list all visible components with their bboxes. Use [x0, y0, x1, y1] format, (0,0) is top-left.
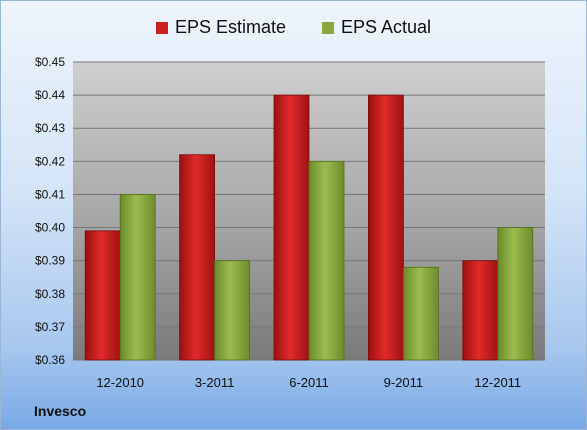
- bar-eps-actual: [119, 194, 156, 361]
- y-tick-label: $0.43: [35, 121, 65, 135]
- bar-eps-estimate: [179, 154, 216, 361]
- legend-swatch-actual: [321, 21, 334, 34]
- x-tick-label: 12-2010: [96, 375, 144, 390]
- y-tick-label: $0.42: [35, 154, 65, 168]
- y-tick-label: $0.41: [35, 187, 65, 201]
- bar-eps-estimate: [273, 94, 310, 361]
- legend-label-estimate: EPS Estimate: [174, 17, 286, 37]
- legend-label-actual: EPS Actual: [340, 17, 432, 37]
- y-tick-label: $0.36: [35, 353, 65, 367]
- legend-item-estimate: EPS Estimate: [155, 17, 286, 38]
- y-tick-label: $0.45: [35, 55, 65, 69]
- bar-eps-estimate: [367, 94, 404, 361]
- bar-eps-actual: [497, 227, 534, 361]
- legend-item-actual: EPS Actual: [321, 17, 432, 38]
- chart-legend: EPS Estimate EPS Actual: [1, 17, 586, 38]
- y-tick-label: $0.44: [35, 88, 65, 102]
- x-tick-label: 3-2011: [195, 375, 235, 390]
- bar-eps-estimate: [462, 260, 499, 361]
- y-tick-label: $0.39: [35, 254, 65, 268]
- x-tick-label: 12-2011: [474, 375, 521, 390]
- x-tick-label: 6-2011: [289, 375, 329, 390]
- bar-eps-actual: [402, 266, 439, 361]
- legend-swatch-estimate: [155, 21, 168, 34]
- company-name: Invesco: [34, 403, 87, 419]
- bar-eps-actual: [214, 260, 251, 361]
- x-tick-label: 9-2011: [384, 375, 424, 390]
- bar-eps-estimate: [84, 230, 121, 361]
- bar-eps-actual: [308, 160, 345, 361]
- y-tick-label: $0.40: [35, 221, 65, 235]
- y-tick-label: $0.37: [35, 320, 65, 334]
- y-tick-label: $0.38: [35, 287, 65, 301]
